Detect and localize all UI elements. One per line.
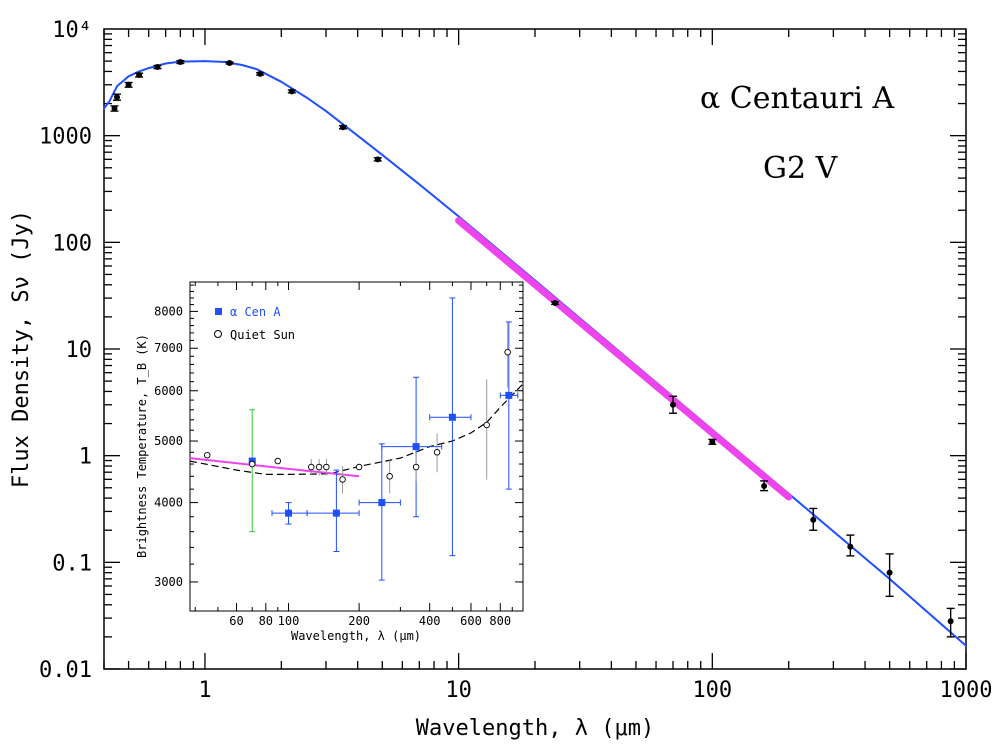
inset-legend: α Cen A Quiet Sun (214, 305, 295, 342)
legend-label-alpha-cen: α Cen A (230, 305, 281, 319)
data-point (552, 299, 559, 306)
inset-quiet-sun-point (323, 463, 330, 471)
inset-alpha-cen-point (505, 391, 513, 399)
legend-marker-quiet-sun (214, 330, 222, 338)
y-tick-label: 100 (52, 231, 92, 256)
data-point (670, 401, 677, 408)
inset-y-tick-label: 5000 (154, 434, 183, 448)
data-point (113, 94, 120, 101)
inset-quiet-sun-point (433, 449, 441, 456)
y-tick-label: 10⁴ (52, 18, 92, 43)
inset-quiet-sun-point (315, 463, 323, 471)
data-point (288, 88, 295, 95)
data-point (257, 70, 264, 77)
inset-x-tick-label: 100 (278, 614, 300, 628)
highlight-segment (455, 217, 793, 501)
x-tick-label: 1 (198, 678, 211, 703)
inset-alpha-cen-point (412, 443, 420, 451)
data-point (111, 105, 118, 112)
main-series (103, 60, 967, 647)
inset-series (189, 383, 524, 478)
inset-x-axis-label: Wavelength, λ (μm) (291, 629, 421, 643)
inset-x-tick-label: 60 (229, 614, 243, 628)
inset-x-tick-label: 400 (419, 614, 441, 628)
inset-alpha-cen-point (378, 499, 386, 507)
data-point (847, 543, 854, 550)
y-tick-label: 1 (79, 445, 92, 470)
inset-quiet-sun-point (504, 348, 511, 356)
data-point (339, 124, 346, 131)
inset-quiet-sun-point (274, 457, 282, 465)
data-point (810, 516, 817, 523)
data-point (177, 59, 184, 66)
inset-model-magenta-line (189, 457, 360, 478)
y-tick-label: 0.01 (39, 658, 92, 683)
inset-quiet-sun-point (308, 463, 315, 471)
inset-tick-labels: 60 80 100 200 400 600 800 3000 4000 5000 6000 7000 8… (154, 304, 511, 628)
inset-x-tick-label: 200 (348, 614, 370, 628)
annotation-spectral-type: G2 V (763, 151, 839, 186)
inset-x-tick-label: 80 (259, 614, 273, 628)
inset-y-axis-label: Brightness Temperature, T_B (K) (135, 334, 149, 558)
inset-quiet-sun-point (483, 421, 490, 429)
data-point (154, 64, 161, 71)
inset-x-tick-label: 800 (489, 614, 511, 628)
inset-axis-ticks (190, 282, 524, 611)
y-axis-label: Flux Density, Sν (Jy) (9, 210, 34, 488)
data-point (136, 72, 143, 79)
main-points (110, 59, 955, 638)
inset-y-tick-label: 4000 (154, 496, 183, 510)
inset-quiet-sun-point (248, 460, 256, 468)
inset-background (189, 281, 524, 612)
inset-quiet-sun-point (203, 451, 211, 459)
data-point (947, 618, 954, 625)
inset-points (203, 297, 519, 581)
main-axis-ticks (103, 29, 967, 670)
inset-alpha-cen-point (332, 509, 340, 517)
inset-y-tick-label: 8000 (154, 304, 183, 318)
data-point (125, 81, 132, 88)
annotation-star-name: α Centauri A (700, 81, 895, 116)
data-point (226, 60, 233, 67)
inset-x-tick-label: 600 (460, 614, 482, 628)
y-tick-label: 10 (66, 338, 93, 363)
inset-alpha-cen-point (448, 413, 456, 421)
data-point (374, 156, 381, 163)
inset-quiet-sun-point (386, 473, 393, 480)
inset-quiet-sun-point (355, 463, 363, 471)
inset-y-tick-label: 7000 (154, 341, 183, 355)
inset-quiet-sun-point (339, 476, 346, 483)
legend-label-quiet-sun: Quiet Sun (230, 328, 295, 342)
inset-quiet-sun-point (412, 463, 420, 471)
main-tick-labels: 1 10 100 1000 0.01 0.1 1 10 100 1000 10⁴ (39, 18, 992, 703)
inset-alpha-cen-point (285, 509, 293, 517)
y-tick-label: 0.1 (52, 551, 92, 576)
data-point (886, 569, 893, 576)
x-tick-label: 1000 (940, 678, 993, 703)
x-tick-label: 100 (692, 678, 732, 703)
data-point (709, 438, 716, 445)
y-tick-label: 1000 (39, 125, 92, 150)
x-tick-label: 10 (445, 678, 472, 703)
inset-y-tick-label: 3000 (154, 575, 183, 589)
inset-y-tick-label: 6000 (154, 384, 183, 398)
inset-model-dashed-line (189, 383, 524, 475)
data-point (761, 482, 768, 489)
legend-marker-alpha-cen (215, 308, 222, 315)
x-axis-label: Wavelength, λ (μm) (416, 716, 654, 741)
